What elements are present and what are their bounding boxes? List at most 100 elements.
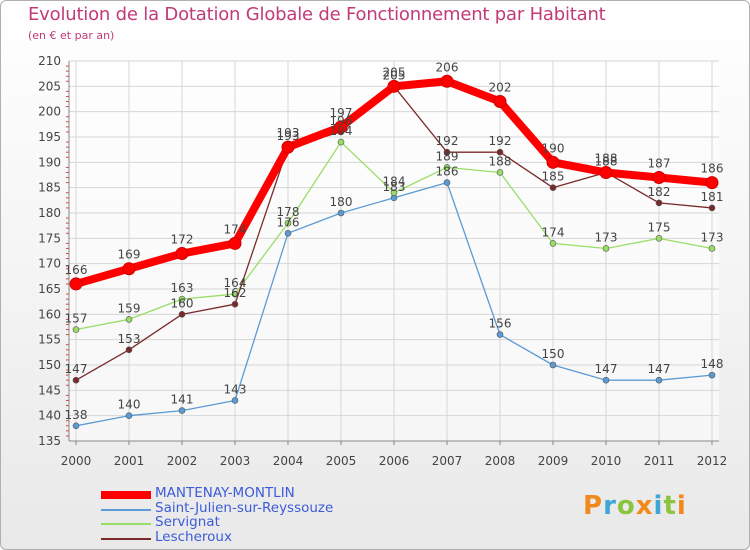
data-label-mantenay-montlin-2009: 190 (542, 141, 565, 155)
data-label-lescheroux-2003: 162 (224, 286, 247, 300)
legend-item-mantenay-montlin: MANTENAY-MONTLIN (101, 485, 401, 501)
data-label-mantenay-montlin-2008: 202 (489, 81, 512, 95)
data-point-saint-julien-sur-reyssouze-2000 (72, 422, 80, 430)
data-point-servignat-2001 (125, 316, 133, 323)
data-label-saint-julien-sur-reyssouze-2011: 147 (648, 362, 671, 376)
chart-title: Evolution de la Dotation Globale de Fonc… (28, 4, 606, 25)
data-point-servignat-2009 (549, 240, 557, 247)
legend-label-servignat: Servignat (155, 514, 220, 530)
y-tick-label-200: 200 (38, 105, 61, 119)
data-label-saint-julien-sur-reyssouze-2010: 147 (595, 362, 618, 376)
data-point-servignat-2005 (337, 138, 345, 146)
data-label-servignat-2000: 157 (65, 312, 88, 326)
data-label-lescheroux-2006: 205 (383, 68, 406, 82)
data-label-servignat-2003: 164 (224, 276, 247, 290)
legend-label-lescheroux: Lescheroux (155, 529, 232, 545)
data-label-lescheroux-2010: 188 (595, 154, 618, 168)
data-point-servignat-2008 (496, 169, 504, 176)
x-tick-label-2000: 2000 (61, 454, 92, 468)
data-label-lescheroux-2011: 182 (648, 185, 671, 199)
data-point-servignat-2007 (443, 164, 451, 171)
legend-label-mantenay-montlin: MANTENAY-MONTLIN (155, 485, 295, 501)
data-point-saint-julien-sur-reyssouze-2008 (496, 331, 504, 338)
legend-item-lescheroux: Lescheroux (101, 529, 401, 545)
data-point-mantenay-montlin-2011 (652, 171, 666, 185)
data-label-mantenay-montlin-2000: 166 (65, 263, 88, 277)
data-label-lescheroux-2000: 147 (65, 362, 88, 376)
data-point-saint-julien-sur-reyssouze-2002 (178, 407, 186, 414)
data-label-mantenay-montlin-2001: 169 (118, 248, 141, 262)
data-point-lescheroux-2012 (708, 204, 716, 212)
data-point-servignat-2002 (178, 295, 186, 303)
data-label-servignat-2009: 174 (542, 225, 565, 239)
data-point-saint-julien-sur-reyssouze-2005 (337, 209, 345, 217)
y-tick-label-155: 155 (38, 333, 61, 347)
legend-swatch-saint-julien (101, 509, 151, 511)
data-label-lescheroux-2001: 153 (118, 332, 141, 346)
data-point-mantenay-montlin-2004 (281, 140, 295, 154)
data-point-saint-julien-sur-reyssouze-2007 (443, 179, 451, 186)
x-tick-label-2010: 2010 (591, 454, 622, 468)
data-point-mantenay-montlin-2009 (546, 155, 560, 169)
y-tick-label-185: 185 (38, 181, 61, 195)
data-label-saint-julien-sur-reyssouze-2006: 183 (383, 180, 406, 194)
y-tick-label-180: 180 (38, 206, 61, 220)
legend-swatch-servignat (101, 523, 151, 525)
data-point-servignat-2004 (284, 219, 292, 227)
data-point-mantenay-montlin-2008 (493, 95, 507, 109)
data-label-servignat-2011: 175 (648, 220, 671, 234)
data-label-lescheroux-2007: 192 (436, 134, 459, 148)
data-label-mantenay-montlin-2004: 193 (277, 126, 300, 140)
data-label-lescheroux-2005: 196 (330, 114, 353, 128)
data-point-mantenay-montlin-2003 (228, 236, 242, 250)
data-label-servignat-2007: 189 (436, 149, 459, 163)
data-point-mantenay-montlin-2010 (599, 165, 613, 179)
x-tick-label-2006: 2006 (379, 454, 410, 468)
data-label-mantenay-montlin-2010: 188 (595, 151, 618, 165)
y-tick-label-175: 175 (38, 231, 61, 245)
x-tick-label-2002: 2002 (167, 454, 198, 468)
data-point-saint-julien-sur-reyssouze-2001 (125, 412, 133, 419)
y-tick-label-150: 150 (38, 358, 61, 372)
data-point-mantenay-montlin-2001 (122, 262, 136, 276)
data-point-saint-julien-sur-reyssouze-2011 (655, 376, 663, 384)
data-point-mantenay-montlin-2007 (440, 74, 454, 88)
data-point-lescheroux-2007 (443, 148, 451, 156)
x-tick-label-2004: 2004 (273, 454, 304, 468)
data-point-servignat-2010 (602, 245, 610, 252)
x-tick-label-2012: 2012 (697, 454, 728, 468)
data-label-saint-julien-sur-reyssouze-2000: 138 (65, 408, 88, 422)
y-tick-label-190: 190 (38, 155, 61, 169)
y-tick-label-170: 170 (38, 257, 61, 271)
data-label-lescheroux-2004: 193 (277, 129, 300, 143)
legend-swatch-mantenay-montlin (101, 491, 151, 499)
logo-letter: i (676, 491, 687, 521)
data-label-mantenay-montlin-2005: 197 (330, 106, 353, 120)
data-point-lescheroux-2008 (496, 148, 504, 156)
x-tick-label-2009: 2009 (538, 454, 569, 468)
x-tick-label-2008: 2008 (485, 454, 516, 468)
data-point-saint-julien-sur-reyssouze-2004 (284, 229, 292, 237)
x-tick-label-2003: 2003 (220, 454, 251, 468)
y-tick-label-195: 195 (38, 130, 61, 144)
y-tick-label-145: 145 (38, 383, 61, 397)
legend-item-servignat: Servignat (101, 514, 401, 530)
data-point-servignat-2000 (72, 326, 80, 333)
x-tick-label-2007: 2007 (432, 454, 463, 468)
x-tick-label-2001: 2001 (114, 454, 145, 468)
data-point-saint-julien-sur-reyssouze-2012 (708, 371, 716, 379)
logo-letter: t (663, 491, 677, 521)
data-point-servignat-2012 (708, 245, 716, 252)
legend-label-saint-julien: Saint-Julien-sur-Reyssouze (155, 500, 334, 516)
x-tick-label-2011: 2011 (644, 454, 675, 468)
data-label-lescheroux-2008: 192 (489, 134, 512, 148)
data-point-saint-julien-sur-reyssouze-2010 (602, 376, 610, 384)
data-point-lescheroux-2003 (231, 300, 239, 308)
data-label-saint-julien-sur-reyssouze-2003: 143 (224, 382, 247, 396)
data-point-saint-julien-sur-reyssouze-2003 (231, 397, 239, 404)
chart-subtitle: (en € et par an) (28, 29, 115, 42)
data-point-lescheroux-2001 (125, 346, 133, 354)
y-tick-label-160: 160 (38, 307, 61, 321)
proxiti-logo: Proxiti (583, 491, 687, 521)
